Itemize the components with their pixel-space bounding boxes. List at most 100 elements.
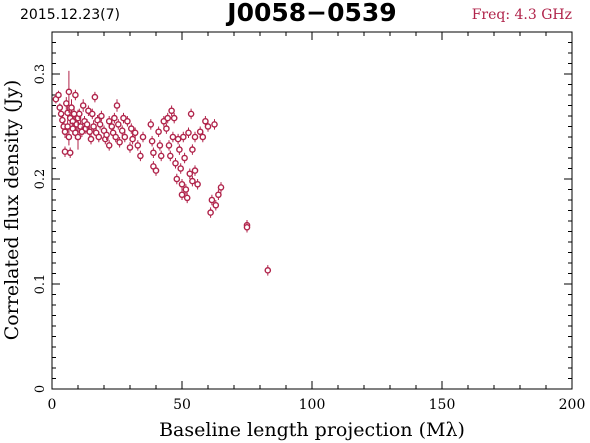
point-marker (191, 133, 199, 141)
data-point (148, 135, 156, 147)
observation-date: 2015.12.23(7) (20, 7, 120, 23)
point-marker (137, 152, 144, 160)
y-tick-label: 0.2 (33, 169, 48, 190)
data-point (152, 165, 160, 176)
point-marker (196, 128, 204, 136)
major-ticks (51, 32, 573, 390)
point-marker (215, 191, 222, 199)
point-marker (134, 142, 142, 149)
data-point (174, 133, 182, 145)
point-marker (164, 114, 171, 122)
point-marker (163, 125, 170, 132)
point-marker (207, 209, 214, 216)
point-marker (72, 91, 79, 99)
data-point (215, 189, 222, 200)
point-marker (87, 135, 95, 143)
point-marker (178, 191, 186, 199)
point-marker (64, 123, 71, 130)
point-marker (211, 121, 218, 128)
data-point (168, 105, 175, 116)
point-marker (155, 128, 162, 136)
data-point (87, 133, 95, 145)
point-marker (59, 116, 66, 124)
point-marker (191, 167, 199, 174)
point-marker (204, 123, 212, 130)
point-marker (90, 123, 97, 130)
x-tick-label: 200 (559, 397, 586, 413)
point-marker (76, 110, 83, 118)
point-marker (217, 184, 225, 191)
data-point (172, 158, 179, 169)
point-marker (103, 131, 110, 139)
point-marker (169, 133, 177, 141)
point-marker (150, 149, 157, 157)
point-marker (61, 128, 69, 136)
point-marker (113, 102, 121, 109)
point-marker (178, 180, 186, 188)
data-point (137, 150, 144, 162)
x-axis-label: Baseline length projection (Mλ) (159, 419, 465, 441)
point-marker (156, 142, 164, 149)
point-marker (57, 110, 65, 118)
point-marker (212, 201, 220, 209)
point-marker (173, 175, 181, 183)
data-point (178, 179, 186, 190)
data-point (178, 189, 186, 200)
data-point (131, 127, 139, 139)
data-point (150, 147, 157, 158)
x-tick-label: 0 (48, 397, 57, 413)
point-marker (189, 146, 196, 153)
point-marker (118, 127, 126, 134)
point-marker (98, 112, 105, 120)
point-marker (131, 129, 139, 137)
data-point (207, 207, 214, 218)
point-marker (55, 91, 62, 99)
point-marker (199, 133, 207, 141)
point-marker (105, 117, 113, 125)
data-point (147, 119, 155, 130)
data-point (177, 163, 184, 174)
y-tick-label: 0 (33, 385, 48, 393)
point-marker (185, 129, 192, 137)
data-point (185, 127, 192, 139)
point-marker (186, 170, 194, 178)
point-marker (61, 148, 69, 155)
data-point (86, 126, 93, 137)
data-point (169, 131, 177, 143)
data-point (127, 123, 135, 134)
data-point (183, 192, 191, 204)
point-marker (124, 117, 131, 125)
point-marker (181, 154, 188, 162)
point-marker (243, 223, 251, 231)
point-marker (194, 180, 201, 188)
data-point (74, 124, 82, 150)
data-point (204, 121, 212, 132)
data-points (52, 70, 272, 276)
data-point (98, 110, 105, 122)
point-marker (77, 123, 84, 130)
data-point (165, 140, 173, 151)
data-point (112, 131, 119, 143)
frequency-label: Freq: 4.3 GHz (472, 7, 572, 23)
data-point (66, 147, 74, 158)
point-marker (172, 159, 179, 167)
point-marker (64, 109, 71, 117)
data-point (191, 165, 199, 176)
data-point (194, 179, 201, 190)
x-tick-label: 50 (173, 397, 191, 413)
data-point (243, 222, 251, 233)
point-marker (152, 167, 160, 174)
data-point (134, 140, 142, 151)
data-point (65, 128, 73, 146)
data-point (103, 129, 110, 141)
point-marker (148, 137, 156, 145)
point-marker (182, 186, 190, 193)
data-point (157, 150, 165, 162)
plot-frame (51, 31, 573, 390)
data-point (264, 265, 272, 276)
point-marker (129, 135, 136, 143)
data-point (121, 131, 129, 143)
data-point (79, 99, 87, 112)
data-point (176, 144, 183, 155)
